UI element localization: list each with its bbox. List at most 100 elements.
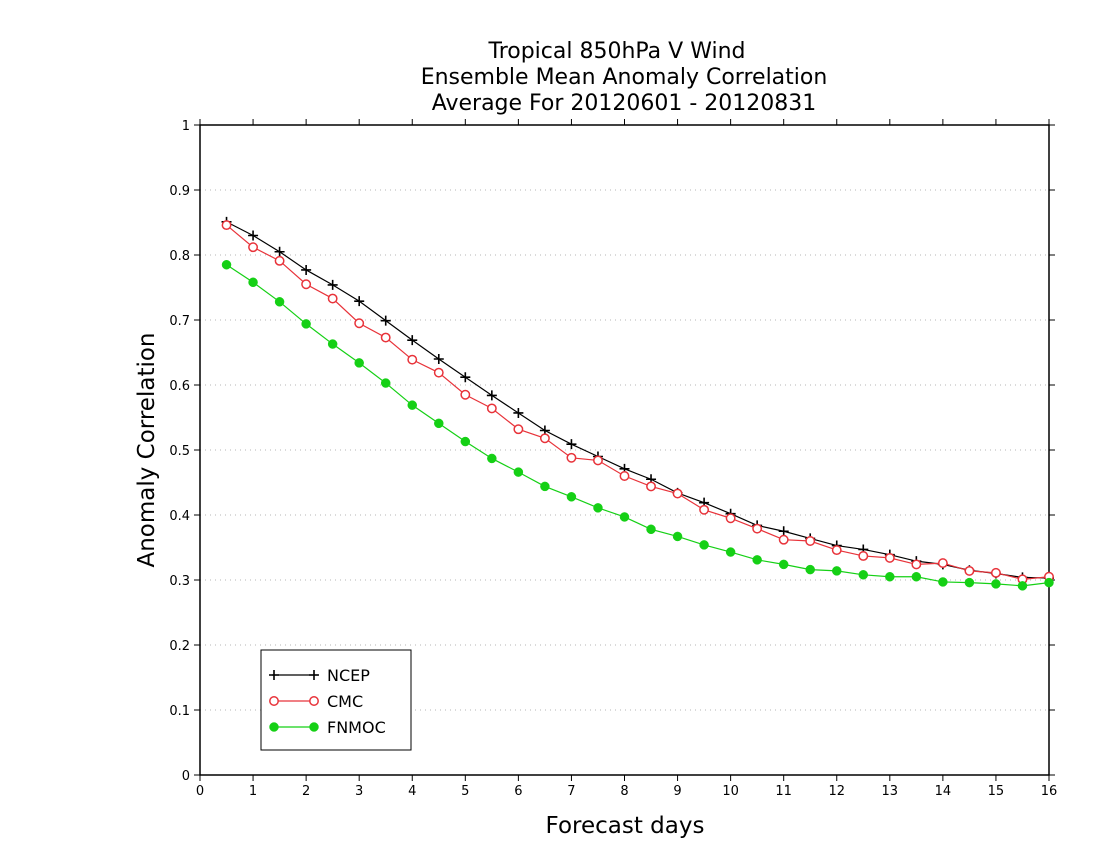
series-fnmoc-point — [460, 436, 471, 447]
series-cmc-point — [539, 433, 550, 444]
series-cmc-point — [725, 513, 736, 524]
series-ncep-point — [274, 246, 285, 257]
x-tick-label: 6 — [514, 784, 522, 799]
series-cmc-point — [248, 242, 259, 253]
series-cmc-point — [646, 481, 656, 492]
legend-marker — [309, 722, 319, 732]
series-ncep-point — [486, 390, 497, 401]
x-tick-label: 16 — [1041, 784, 1058, 799]
series-fnmoc-point — [1044, 577, 1054, 588]
series-fnmoc-point — [991, 579, 1001, 589]
series-cmc-point — [513, 424, 524, 435]
series-fnmoc-point — [778, 559, 789, 570]
series-fnmoc-point — [274, 297, 285, 307]
series-cmc-point — [380, 332, 391, 343]
legend-marker — [269, 696, 279, 706]
x-tick-label: 15 — [988, 784, 1005, 799]
series-fnmoc-point — [805, 564, 815, 575]
series-cmc-point — [937, 558, 948, 569]
legend-marker — [269, 670, 279, 680]
chart-title-line-1: Tropical 850hPa V Wind — [487, 39, 745, 64]
series-fnmoc-point — [725, 547, 736, 557]
series-fnmoc-point — [646, 524, 656, 535]
series-fnmoc-line — [226, 264, 1050, 587]
series-fnmoc-point — [858, 570, 869, 580]
legend-item-ncep: NCEP — [269, 666, 370, 685]
axes: 00.10.20.30.40.50.60.70.80.910 1 2 3 4 5 6 7 8 9 1… — [169, 119, 1057, 799]
series-fnmoc-point — [380, 378, 391, 388]
series-fnmoc-point — [885, 572, 895, 582]
series-cmc-point — [460, 389, 471, 400]
series-fnmoc-point — [938, 577, 948, 587]
series-fnmoc-point — [832, 566, 842, 576]
y-tick-label: 0.1 — [169, 704, 190, 719]
series-fnmoc-point — [566, 492, 577, 502]
series-fnmoc-point — [964, 577, 975, 588]
series-fnmoc-point — [540, 481, 550, 492]
legend-item-fnmoc: FNMOC — [269, 718, 386, 737]
series-fnmoc-point — [248, 277, 258, 288]
series-cmc-point — [433, 367, 444, 378]
legend-marker — [309, 696, 319, 706]
y-tick-label: 0.2 — [169, 639, 190, 654]
legend-box — [260, 649, 412, 751]
series-cmc-point — [858, 551, 869, 561]
y-tick-label: 0.7 — [169, 314, 190, 329]
series — [221, 216, 1054, 591]
series-ncep-point — [380, 315, 391, 326]
series-cmc-point — [354, 318, 365, 329]
x-tick-label: 7 — [567, 784, 575, 799]
y-tick-label: 0.6 — [169, 379, 190, 394]
series-ncep-point — [354, 296, 365, 307]
series-ncep-point — [778, 526, 789, 537]
x-tick-label: 13 — [882, 784, 899, 799]
x-tick-label: 12 — [828, 784, 845, 799]
legend-marker — [269, 722, 279, 732]
series-fnmoc-point — [619, 512, 630, 522]
series-ncep-point — [248, 230, 259, 241]
x-tick-label: 0 — [196, 784, 204, 799]
series-cmc-point — [407, 354, 418, 365]
x-tick-label: 11 — [775, 784, 792, 799]
series-fnmoc-point — [221, 260, 232, 270]
series-fnmoc-point — [752, 555, 762, 565]
series-fnmoc-point — [699, 540, 709, 550]
series-cmc-point — [831, 545, 842, 556]
series-ncep-point — [460, 372, 471, 383]
x-tick-label: 1 — [249, 784, 257, 799]
series-cmc-point — [274, 255, 285, 266]
series-cmc-point — [911, 559, 922, 570]
y-tick-label: 0.5 — [169, 444, 190, 459]
series-fnmoc-point — [1017, 581, 1028, 591]
y-tick-label: 1 — [182, 119, 190, 134]
series-cmc-point — [752, 523, 763, 534]
legend-label: CMC — [327, 692, 363, 711]
y-tick-label: 0.4 — [169, 509, 190, 524]
y-axis-label: Anomaly Correlation — [134, 332, 160, 567]
series-ncep-point — [433, 354, 444, 364]
legend-item-cmc: CMC — [269, 692, 363, 711]
series-fnmoc-point — [301, 319, 311, 329]
y-tick-label: 0.8 — [169, 249, 190, 264]
series-fnmoc-point — [434, 418, 444, 429]
series-cmc-point — [672, 488, 683, 499]
series-cmc-line — [226, 224, 1050, 580]
series-fnmoc-point — [593, 503, 603, 513]
series-cmc — [221, 220, 1054, 585]
series-fnmoc-point — [911, 572, 922, 582]
series-cmc-point — [327, 293, 338, 304]
x-tick-label: 10 — [722, 784, 739, 799]
chart-title: Tropical 850hPa V Wind Ensemble Mean Ano… — [421, 39, 828, 116]
series-ncep-line — [226, 221, 1050, 579]
series-cmc-point — [221, 220, 232, 231]
series-fnmoc-point — [354, 358, 364, 368]
x-tick-label: 3 — [355, 784, 363, 799]
series-ncep-point — [513, 407, 524, 418]
series-ncep-point — [301, 264, 312, 275]
series-cmc-point — [778, 534, 789, 545]
series-fnmoc-point — [513, 467, 524, 477]
series-ncep-point — [566, 439, 577, 450]
series-fnmoc-point — [672, 531, 683, 542]
series-cmc-point — [990, 567, 1001, 578]
